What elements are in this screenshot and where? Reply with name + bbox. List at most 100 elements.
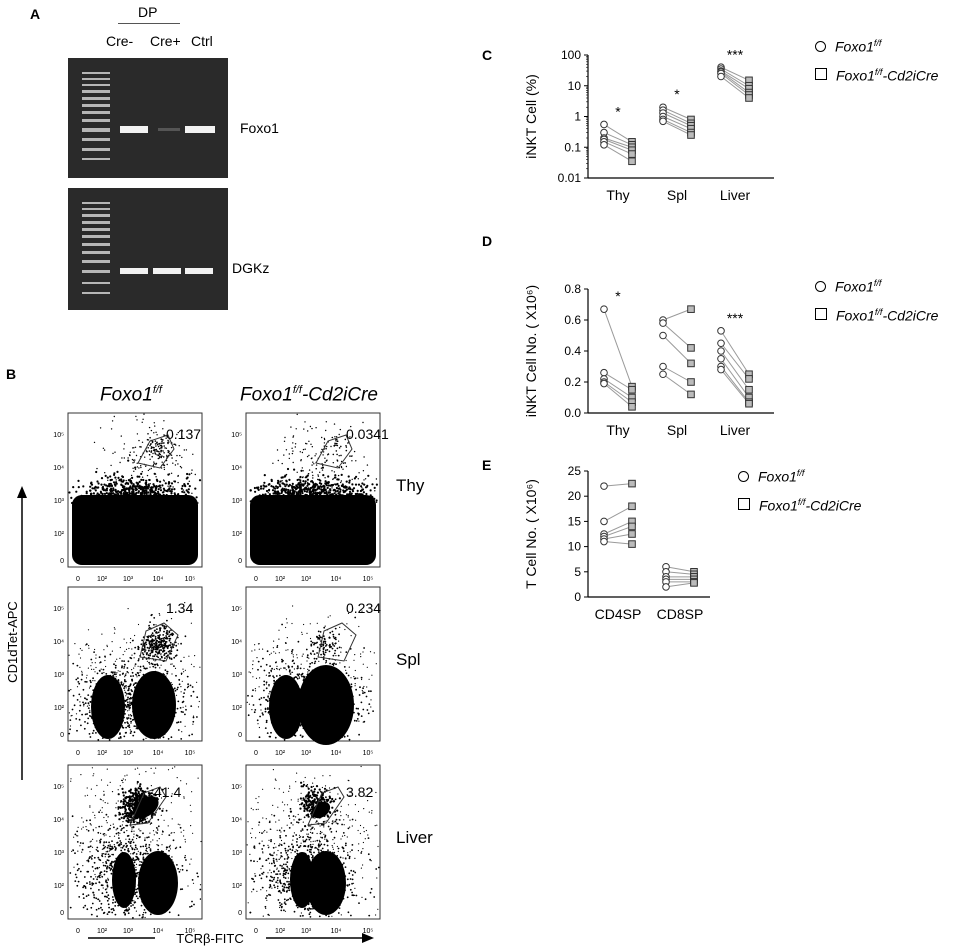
x-tick-label: 10⁴ [153, 576, 164, 583]
gate-percentage: 1.34 [166, 600, 193, 616]
lane-label-1: Cre- [106, 33, 134, 49]
x-tick-label: 10⁵ [185, 928, 196, 935]
y-tick-label: 5 [574, 565, 581, 579]
y-tick-label: 0.1 [564, 140, 581, 154]
y-axis-arrow-head [17, 486, 27, 498]
gel-dgkz [68, 188, 228, 310]
x-tick-label: 10³ [123, 576, 134, 583]
event-dots [68, 602, 201, 741]
y-tick-label: 10 [568, 540, 582, 554]
y-tick-label: 10⁴ [53, 639, 64, 646]
pair-line [720, 358, 750, 398]
pair-line [662, 112, 692, 127]
pair-line [720, 369, 750, 405]
panel-b-label: B [6, 366, 17, 382]
gate-outline [317, 622, 357, 662]
y-tick-label: 0.4 [564, 344, 581, 358]
y-tick-label: 0.8 [564, 282, 581, 296]
y-tick-label: 10⁵ [231, 432, 242, 439]
y-tick-label: 0.6 [564, 313, 581, 327]
col1-title: Foxo1f/f [100, 384, 162, 406]
flow-plot-liver-ko: 3.82 10⁵ 10⁴ 10³ 10² 0 0 10² 10³ 10⁴ 10⁵ [231, 764, 381, 935]
legend-d: Foxo1f/f Foxo1f/f-Cd2iCre [815, 278, 938, 323]
pair-line [662, 109, 692, 124]
pair-line [603, 525, 633, 537]
lane-label-3: Ctrl [191, 33, 213, 49]
y-tick-label: 0 [238, 558, 242, 565]
y-tick-label: 0 [60, 732, 64, 739]
panel-a-label: A [30, 6, 41, 22]
chart-d: 0.0 0.2 0.4 0.6 0.8 iNKT Cell No. ( X10⁶) Thy *… [523, 282, 774, 438]
y-tick-label: 0.01 [558, 171, 582, 185]
pair-line [662, 120, 692, 136]
dp-line [118, 23, 180, 24]
gate-outline [315, 434, 353, 469]
wt-data-point [717, 339, 725, 348]
pair-line [720, 73, 750, 96]
x-tick-label: 0 [76, 928, 80, 935]
legend-c: Foxo1f/f Foxo1f/f-Cd2iCre [815, 38, 938, 83]
pair-line [720, 66, 750, 81]
gate-percentage: 0.234 [346, 600, 381, 616]
y-tick-label: 10⁵ [231, 784, 242, 791]
ko-data-point [628, 479, 636, 488]
dp-label: DP [138, 4, 158, 20]
pair-line [662, 335, 692, 364]
y-tick-label: 0 [238, 910, 242, 917]
x-tick-label: 10² [275, 750, 286, 757]
x-tick-label: 10⁵ [363, 928, 374, 935]
ko-data-point [628, 530, 636, 538]
col2-title: Foxo1f/f-Cd2iCre [240, 384, 379, 406]
x-tick-label: 10⁵ [363, 750, 374, 757]
pair-line [603, 505, 633, 522]
pair-line [603, 144, 633, 162]
pair-line [603, 383, 633, 408]
wt-data-point [600, 305, 608, 313]
pair-line [603, 138, 633, 151]
ko-data-point [628, 540, 636, 548]
category-label: Liver [720, 187, 751, 203]
y-tick-label: 10³ [54, 498, 65, 505]
chart-c: 0.01 0.1 1 10 100 iNKT Cell (%) Thy * Spl * Liver *… [523, 46, 774, 203]
pair-line [603, 381, 633, 403]
wt-data-point [600, 379, 608, 388]
y-tick-label: 0.2 [564, 375, 581, 389]
x-tick-label: 0 [76, 576, 80, 583]
ko-data-point [690, 579, 698, 587]
x-tick-label: 0 [76, 750, 80, 757]
pair-line [720, 366, 750, 403]
ko-data-point [628, 150, 636, 158]
ko-data-point [687, 378, 695, 386]
gate-outline [139, 622, 179, 662]
event-dots [69, 766, 202, 919]
y-axis-label: T Cell No. ( X10⁶) [523, 479, 539, 589]
wt-data-point [717, 347, 725, 355]
pair-line [720, 68, 750, 87]
y-tick-label: 25 [568, 464, 582, 478]
wt-data-point [659, 370, 667, 379]
wt-data-point [717, 327, 725, 335]
gate-percentage: 41.4 [154, 784, 181, 800]
pair-line [662, 366, 692, 383]
significance-marker: * [615, 103, 621, 119]
wt-data-point [717, 354, 725, 363]
flow-cytometry-grid: 0.137 10⁵ 10⁴ 10³ 10² 0 0 10² 10³ 10⁴ 10⁵ 0.0341 10⁵… [5, 412, 433, 946]
category-label: CD4SP [595, 606, 642, 620]
pair-line [603, 308, 633, 387]
legend-circle-icon [738, 470, 749, 482]
y-tick-label: 10³ [232, 498, 243, 505]
pair-line [603, 533, 633, 540]
legend-e: Foxo1f/f Foxo1f/f-Cd2iCre [738, 468, 861, 513]
event-dots [246, 605, 377, 745]
wt-data-point [717, 365, 725, 374]
flow-plot-thy-wt: 0.137 10⁵ 10⁴ 10³ 10² 0 0 10² 10³ 10⁴ 10⁵ [53, 412, 203, 583]
y-tick-label: 10² [232, 705, 243, 712]
y-tick-label: 100 [561, 48, 581, 62]
y-axis-label: iNKT Cell (%) [523, 74, 539, 159]
pair-line [662, 373, 692, 395]
ko-data-point [687, 390, 695, 399]
pair-line [603, 541, 633, 545]
y-tick-label: 10² [54, 531, 65, 538]
dgkz-band-label: DGKz [232, 260, 270, 276]
legend-square-icon [815, 68, 827, 81]
